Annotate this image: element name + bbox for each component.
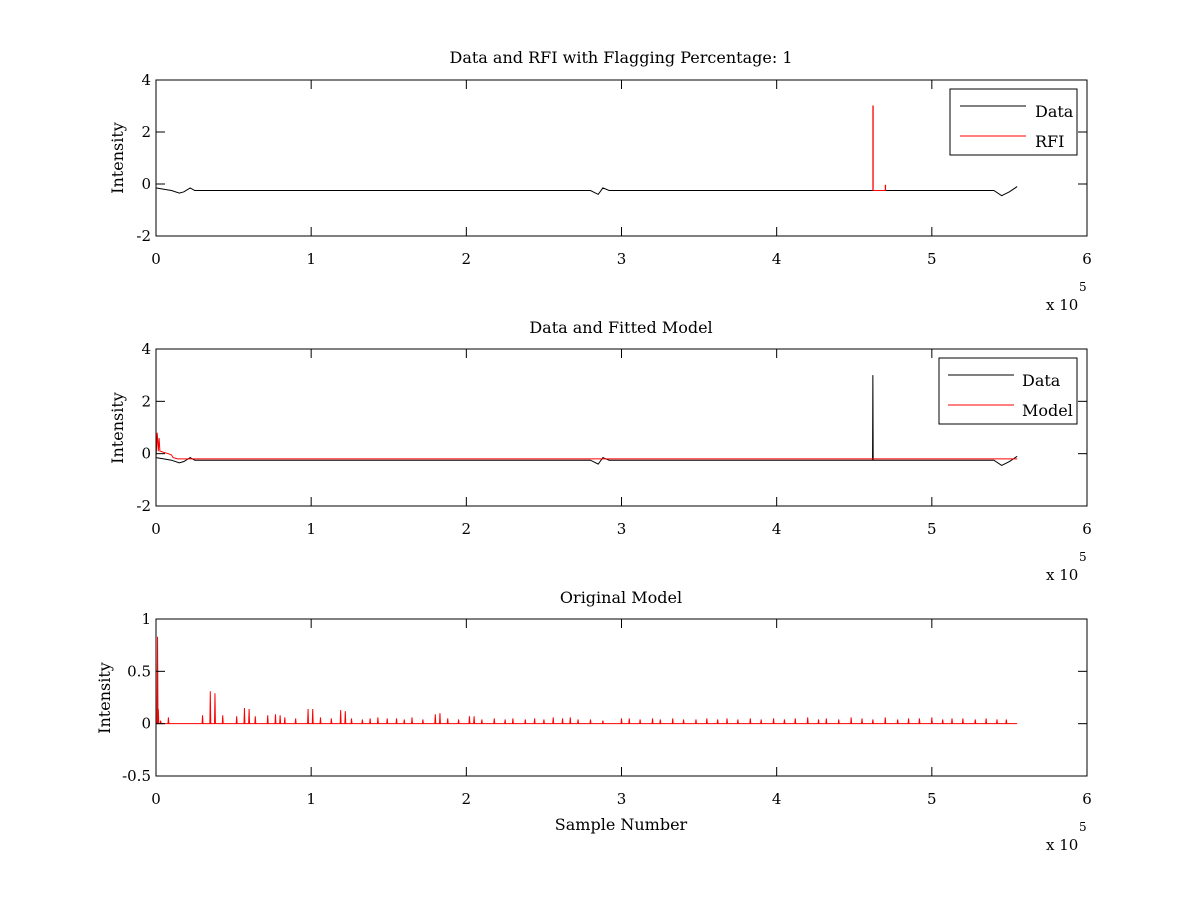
- subplot-1-plot-area: [155, 105, 1018, 197]
- subplot-1-ylabel: Intensity: [108, 122, 127, 194]
- subplot-1-xtick-label: 4: [772, 250, 782, 268]
- subplot-1-xtick-label: 0: [151, 250, 161, 268]
- subplot-3-xticks: 0 1 2 3 4 5 6: [151, 619, 1092, 808]
- subplot-3-yticks: -0.5 0 0.5 1: [122, 610, 1087, 785]
- subplot-1-ytick-label: 2: [141, 123, 151, 141]
- subplot-1-legend-label-data: Data: [1035, 102, 1074, 121]
- subplot-1-legend: Data RFI: [949, 88, 1078, 156]
- subplot-2-xticks: 0 1 2 3 4 5 6: [151, 349, 1092, 538]
- subplot-3-xtick-label: 1: [306, 790, 316, 808]
- subplot-2-series-model: [155, 432, 1018, 460]
- subplot-1-ytick-label: -2: [136, 227, 151, 245]
- subplot-3-ylabel: Intensity: [95, 662, 114, 734]
- subplot-2-xtick-label: 5: [927, 520, 937, 538]
- subplot-3-title: Original Model: [560, 588, 682, 607]
- subplot-2-ytick-label: -2: [136, 497, 151, 515]
- subplot-2-xtick-label: 1: [306, 520, 316, 538]
- subplot-1-xtick-label: 5: [927, 250, 937, 268]
- subplot-1-xtick-label: 2: [462, 250, 472, 268]
- subplot-2-ylabel: Intensity: [108, 392, 127, 464]
- subplot-2-yticks: -2 0 2 4: [136, 340, 1087, 515]
- subplot-1-ytick-label: 0: [141, 175, 151, 193]
- subplot-3-x-multiplier-exponent: 5: [1079, 820, 1087, 834]
- subplot-3-ytick-label: 0: [141, 715, 151, 733]
- subplot-1-legend-label-rfi: RFI: [1035, 132, 1064, 151]
- subplot-2-ytick-label: 2: [141, 392, 151, 410]
- subplot-1-ytick-label: 4: [141, 71, 151, 89]
- subplot-2-ytick-label: 0: [141, 445, 151, 463]
- subplot-2-xtick-label: 3: [617, 520, 627, 538]
- subplot-2-legend-box: [938, 357, 1078, 425]
- subplot-1-x-multiplier-exponent: 5: [1079, 280, 1087, 294]
- subplot-3-series-model: [156, 636, 1018, 725]
- subplot-2-xtick-label: 0: [151, 520, 161, 538]
- subplot-3-xtick-label: 4: [772, 790, 782, 808]
- subplot-3-plot-area: [156, 636, 1018, 725]
- subplot-1: Data and RFI with Flagging Percentage: 1…: [108, 48, 1092, 314]
- subplot-1-xtick-label: 1: [306, 250, 316, 268]
- subplot-1-yticks: -2 0 2 4: [136, 71, 1087, 245]
- subplot-2-series-data: [155, 375, 1018, 467]
- subplot-1-series-data: [155, 186, 1018, 197]
- subplot-1-legend-box: [949, 88, 1078, 156]
- subplot-3-xtick-label: 6: [1082, 790, 1092, 808]
- subplot-3-xtick-label: 2: [462, 790, 472, 808]
- subplot-3-xtick-label: 5: [927, 790, 937, 808]
- subplot-2-x-multiplier: x 10: [1046, 566, 1078, 584]
- subplot-3-ytick-label: 0.5: [127, 662, 151, 680]
- subplot-1-xtick-label: 3: [617, 250, 627, 268]
- subplot-3-ytick-label: -0.5: [122, 767, 151, 785]
- subplot-2-xtick-label: 4: [772, 520, 782, 538]
- subplot-1-x-multiplier: x 10: [1046, 296, 1078, 314]
- subplot-2-legend-label-model: Model: [1022, 401, 1073, 420]
- subplot-3-x-multiplier: x 10: [1046, 836, 1078, 854]
- subplot-2-plot-area: [155, 375, 1018, 467]
- subplot-2-legend-label-data: Data: [1022, 371, 1061, 390]
- subplot-3-ytick-label: 1: [141, 610, 151, 628]
- subplot-1-xtick-label: 6: [1082, 250, 1092, 268]
- subplot-3-xtick-label: 3: [617, 790, 627, 808]
- subplot-3-xlabel: Sample Number: [555, 815, 688, 834]
- subplot-1-series-rfi: [872, 105, 887, 191]
- subplot-2-ytick-label: 4: [141, 340, 151, 358]
- subplot-1-xticks: 0 1 2 3 4 5 6: [151, 80, 1092, 268]
- subplot-3-xtick-label: 0: [151, 790, 161, 808]
- subplot-1-title: Data and RFI with Flagging Percentage: 1: [449, 48, 792, 67]
- subplot-2-x-multiplier-exponent: 5: [1079, 550, 1087, 564]
- subplot-2-legend: Data Model: [938, 357, 1078, 425]
- subplot-2-xtick-label: 6: [1082, 520, 1092, 538]
- subplot-2-xtick-label: 2: [462, 520, 472, 538]
- subplot-2-title: Data and Fitted Model: [529, 318, 712, 337]
